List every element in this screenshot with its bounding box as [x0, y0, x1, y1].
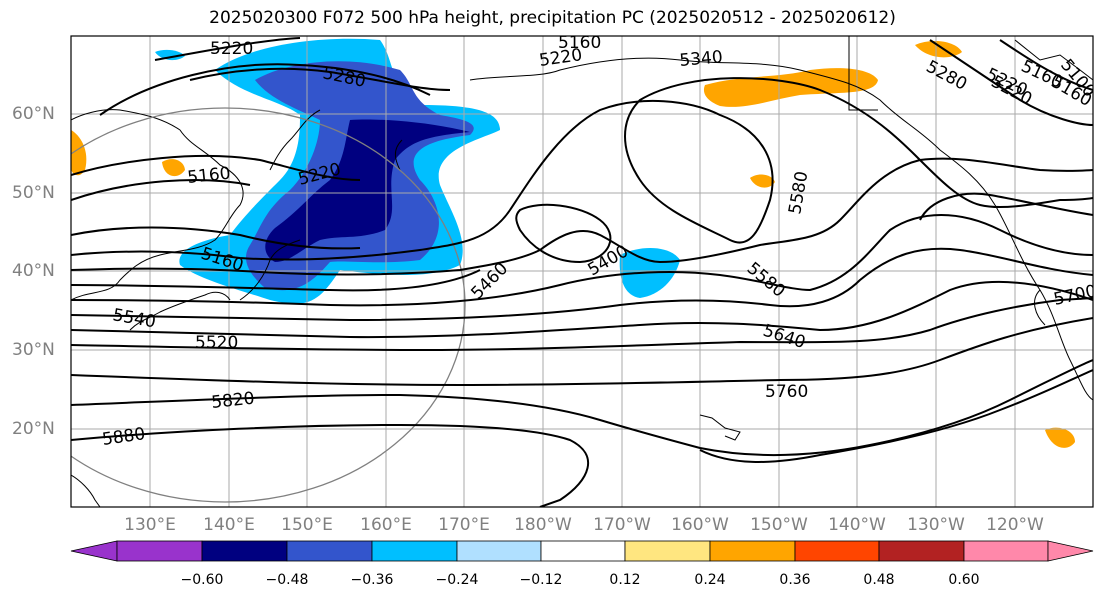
lat-label: 50°N — [12, 183, 55, 203]
colorbar-tick-label: −0.60 — [180, 572, 224, 588]
lon-label: 140°E — [203, 515, 255, 535]
lon-label: 130°W — [907, 515, 965, 535]
contour-label: 5220 — [210, 39, 253, 59]
graticule — [71, 36, 1093, 507]
lon-label: 170°W — [593, 515, 651, 535]
lon-label: 130°E — [124, 515, 176, 535]
lat-label: 30°N — [12, 340, 55, 360]
map-title: 2025020300 F072 500 hPa height, precipit… — [209, 8, 896, 28]
contour-label: 5700 — [1052, 281, 1098, 310]
contour-label: 5760 — [765, 382, 808, 402]
lat-label: 40°N — [12, 261, 55, 281]
colorbar-tick-label: −0.24 — [435, 572, 479, 588]
colorbar-tick-label: −0.48 — [265, 572, 309, 588]
height-contours — [71, 37, 1093, 507]
region-circle — [71, 107, 466, 503]
lon-label: 120°W — [986, 515, 1044, 535]
colorbar-tick-label: −0.36 — [350, 572, 394, 588]
colorbar — [70, 540, 1094, 562]
colorbar-extend-right — [1047, 540, 1094, 562]
contour-label: 5820 — [210, 389, 255, 413]
map-frame — [70, 35, 1094, 508]
colorbar-extend-left — [70, 540, 118, 562]
colorbar-tick-label: 0.36 — [779, 572, 811, 588]
coastlines — [71, 36, 1093, 507]
lat-label: 60°N — [12, 104, 55, 124]
precip-shading — [71, 38, 1075, 448]
contour-label: 5640 — [760, 321, 807, 353]
contour-label: 5220 — [538, 45, 584, 71]
colorbar-tick-label: 0.24 — [694, 572, 726, 588]
contour-label: 5160 — [558, 33, 601, 53]
lat-label: 20°N — [12, 419, 55, 439]
contour-label: 5340 — [679, 47, 724, 71]
contour-label: 5880 — [101, 424, 147, 450]
colorbar-tick-label: 0.60 — [948, 572, 980, 588]
colorbar-tick-label: −0.12 — [519, 572, 563, 588]
lon-label: 160°E — [360, 515, 412, 535]
contour-label: 5160 — [186, 164, 231, 188]
colorbar-tick-label: 0.48 — [863, 572, 895, 588]
colorbar-tick-label: 0.12 — [609, 572, 641, 588]
lon-label: 160°W — [671, 515, 729, 535]
contour-label: 5520 — [195, 333, 238, 353]
contour-label: 5580 — [785, 170, 812, 216]
lon-label: 180°W — [514, 515, 572, 535]
lon-label: 150°W — [750, 515, 808, 535]
lon-label: 170°E — [438, 515, 490, 535]
lon-label: 140°W — [828, 515, 886, 535]
lon-label: 150°E — [281, 515, 333, 535]
